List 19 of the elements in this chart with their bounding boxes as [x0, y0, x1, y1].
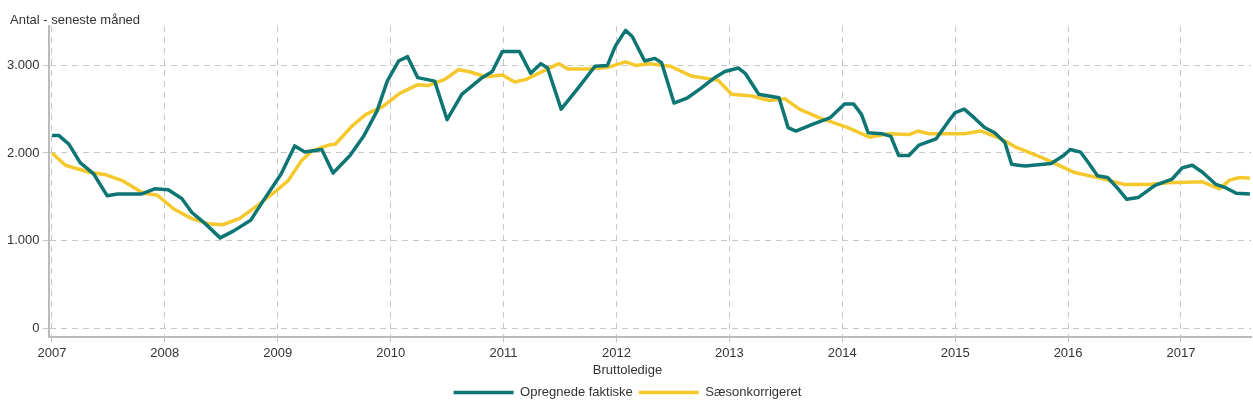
- x-tick-label: 2013: [714, 345, 744, 361]
- y-tick-label: 0: [32, 319, 40, 335]
- x-tick-label: 2015: [940, 345, 970, 361]
- x-tick-label: 2011: [489, 345, 518, 361]
- y-axis-title: Antal - seneste måned: [10, 12, 141, 27]
- x-tick-label: 2008: [150, 345, 180, 361]
- y-tick-label: 1.000: [6, 232, 40, 248]
- legend-label: Sæsonkorrigeret: [705, 384, 802, 400]
- x-tick-label: 2010: [376, 345, 406, 361]
- x-tick-label: 2014: [827, 345, 857, 361]
- x-tick-label: 2016: [1053, 345, 1083, 361]
- y-tick-label: 3.000: [6, 56, 40, 72]
- x-tick-label: 2012: [602, 345, 631, 361]
- x-tick-label: 2007: [37, 345, 67, 361]
- y-tick-label: 2.000: [6, 144, 40, 160]
- legend-title: Bruttoledige: [592, 362, 663, 378]
- x-tick-label: 2009: [263, 345, 293, 361]
- x-tick-label: 2017: [1166, 345, 1196, 361]
- legend-label: Opregnede faktiske: [520, 384, 633, 400]
